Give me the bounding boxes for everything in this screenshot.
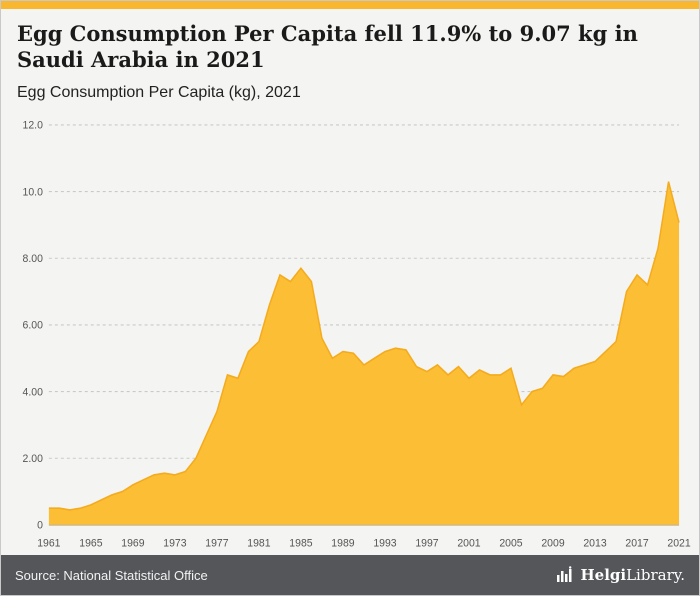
svg-text:2005: 2005 [499, 537, 522, 550]
svg-text:1977: 1977 [205, 537, 228, 550]
brand-logo: HelgiLibrary. [556, 566, 685, 584]
svg-text:1989: 1989 [331, 537, 354, 550]
svg-text:1981: 1981 [247, 537, 270, 550]
chart-header: Egg Consumption Per Capita fell 11.9% to… [1, 9, 699, 108]
svg-text:1973: 1973 [163, 537, 186, 550]
svg-text:6.00: 6.00 [23, 319, 43, 332]
svg-text:2021: 2021 [667, 537, 690, 550]
area-chart: 0 2.00 4.00 6.00 8.00 10.0 12.0 1961 1965 1969 197… [23, 119, 691, 550]
svg-text:1965: 1965 [79, 537, 102, 550]
chart-headline: Egg Consumption Per Capita fell 11.9% to… [17, 21, 638, 73]
svg-text:2013: 2013 [583, 537, 606, 550]
chart-area: 0 2.00 4.00 6.00 8.00 10.0 12.0 1961 1965 1969 197… [1, 108, 699, 556]
svg-text:2.00: 2.00 [23, 452, 43, 465]
source-text: Source: National Statistical Office [15, 567, 208, 583]
svg-text:2009: 2009 [541, 537, 564, 550]
svg-text:2017: 2017 [625, 537, 648, 550]
svg-text:2001: 2001 [457, 537, 480, 550]
brand-name: HelgiLibrary. [580, 566, 685, 584]
svg-text:10.0: 10.0 [23, 186, 43, 199]
svg-text:4.00: 4.00 [23, 385, 43, 398]
svg-text:1985: 1985 [289, 537, 312, 550]
svg-text:0: 0 [37, 519, 43, 532]
svg-text:1969: 1969 [121, 537, 144, 550]
svg-text:8.00: 8.00 [23, 252, 43, 265]
top-accent-bar [1, 1, 699, 9]
bar-chart-logo-icon [557, 566, 572, 582]
svg-text:1993: 1993 [373, 537, 396, 550]
chart-subtitle: Egg Consumption Per Capita (kg), 2021 [17, 83, 301, 101]
chart-footer: Source: National Statistical Office Helg… [1, 555, 699, 595]
svg-text:12.0: 12.0 [23, 119, 43, 132]
svg-text:1961: 1961 [37, 537, 60, 550]
svg-text:1997: 1997 [415, 537, 438, 550]
